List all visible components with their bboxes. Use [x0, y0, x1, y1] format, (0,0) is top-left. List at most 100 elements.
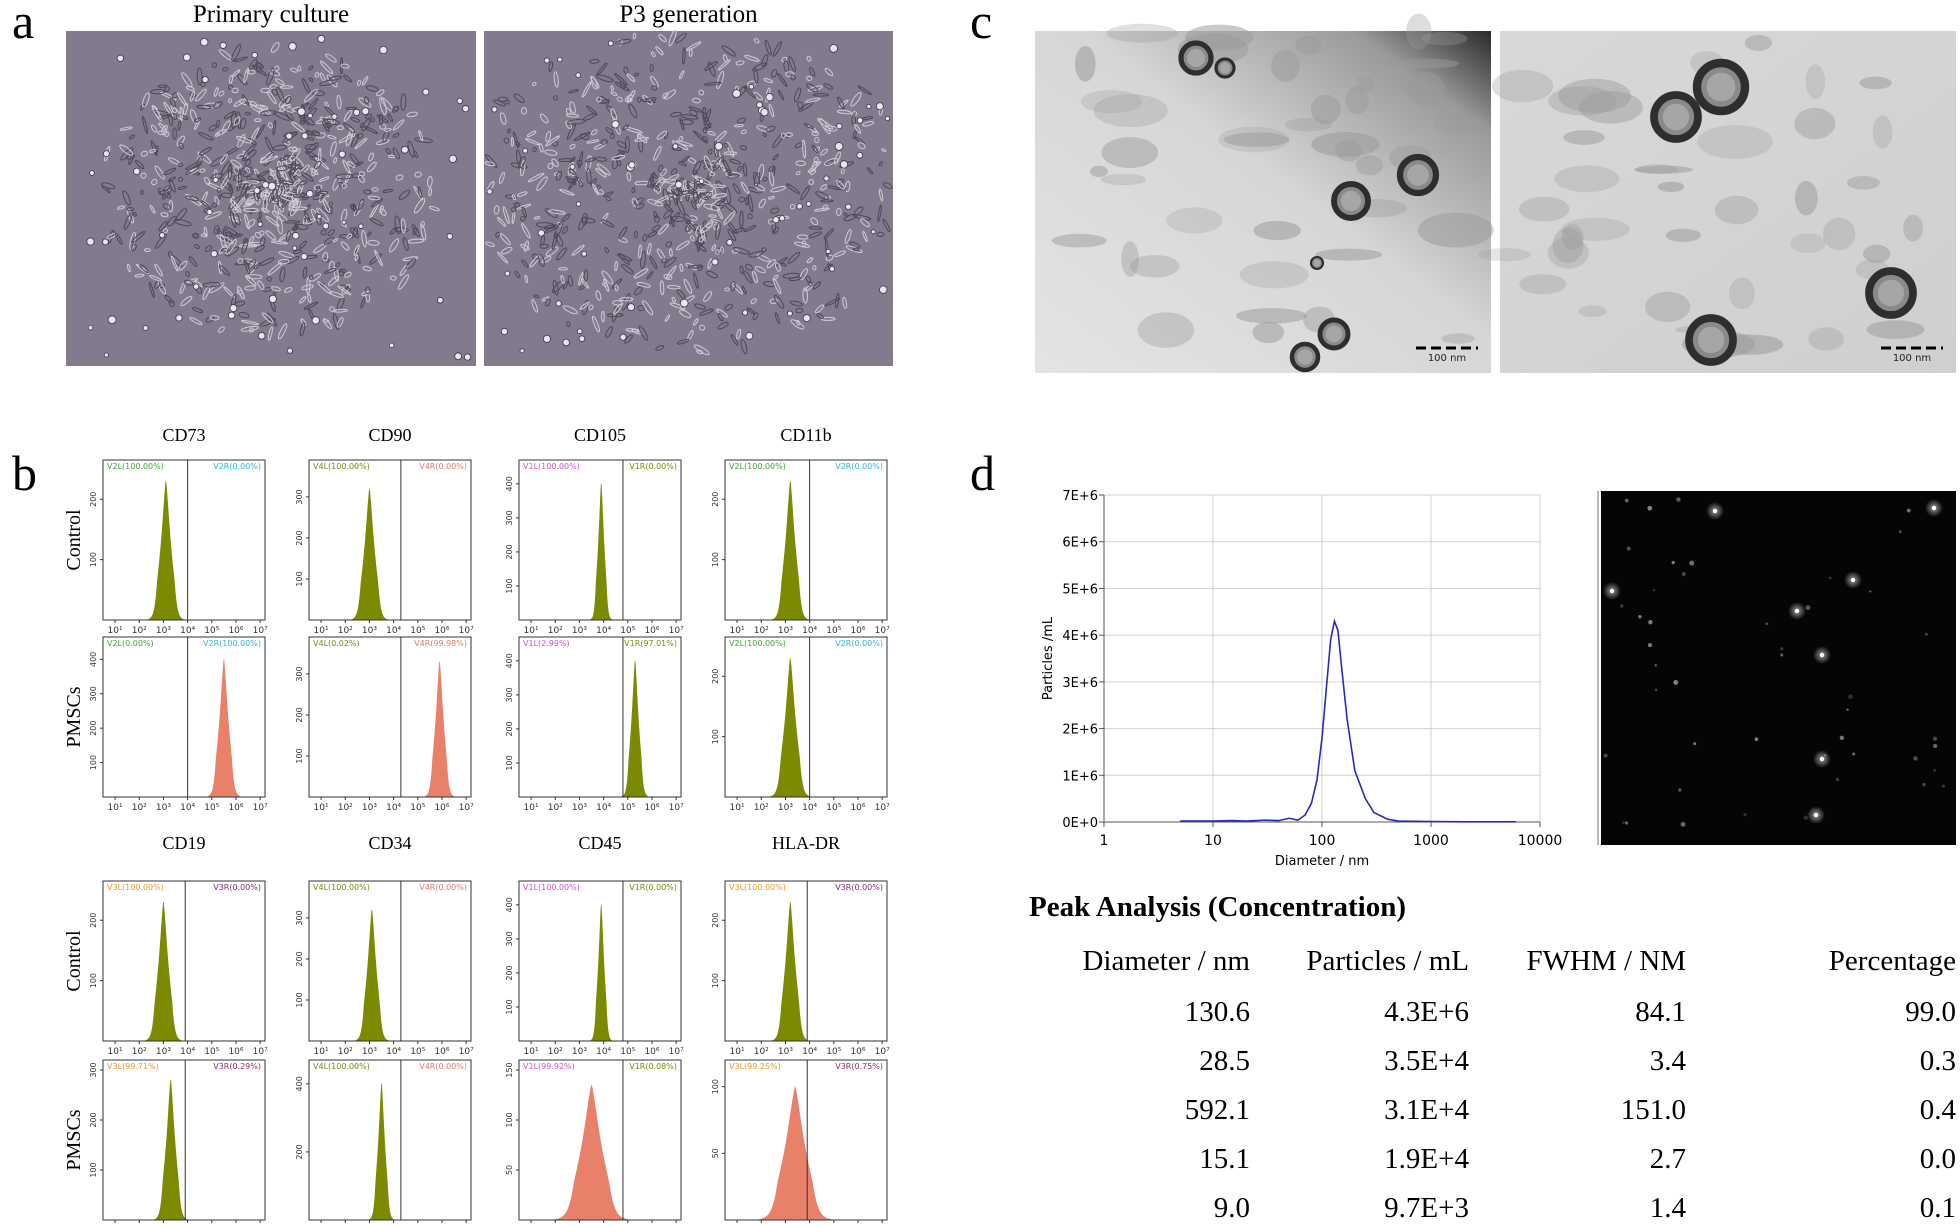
cell	[723, 142, 729, 148]
y-tick-label: 150	[505, 1062, 514, 1077]
cell	[789, 300, 804, 307]
micrograph	[484, 29, 893, 366]
cell	[727, 173, 740, 179]
column-title: CD19	[162, 833, 205, 853]
stain	[1558, 78, 1632, 114]
cell	[367, 195, 381, 201]
cell	[811, 131, 820, 137]
cell	[198, 147, 212, 156]
particle-faint	[1846, 708, 1849, 711]
cell	[247, 137, 257, 146]
cell	[837, 96, 845, 110]
cell	[626, 97, 633, 102]
particle-faint	[1852, 752, 1856, 756]
cell	[559, 189, 575, 196]
cell	[341, 284, 351, 295]
cell-round	[491, 106, 498, 113]
cell-round	[839, 160, 849, 169]
y-tick-label: 300	[505, 510, 514, 525]
cell	[297, 65, 302, 72]
cell	[375, 89, 385, 97]
cell	[739, 265, 744, 275]
y-tick-label: 2E+6	[1062, 723, 1098, 738]
cell	[501, 246, 513, 255]
size-curve	[1180, 618, 1516, 823]
cell	[812, 281, 821, 290]
gate-label: V2R(0.00%)	[835, 462, 883, 471]
cell-round	[456, 97, 463, 105]
cell	[264, 136, 274, 154]
cell	[276, 170, 281, 179]
cell	[768, 165, 776, 172]
cell	[335, 262, 341, 268]
cell	[521, 223, 531, 239]
particle-faint	[1624, 821, 1629, 825]
cell	[406, 111, 418, 118]
particle	[1813, 812, 1819, 818]
cell	[725, 171, 742, 178]
cell	[346, 233, 353, 239]
cell	[184, 195, 200, 202]
cell-round	[674, 180, 683, 189]
cell-round	[353, 108, 361, 116]
gate-label: V2L(100.00%)	[729, 639, 786, 648]
cell	[323, 267, 338, 274]
scale-bar-label: 100 nm	[1428, 353, 1466, 364]
cell	[819, 117, 831, 135]
cell	[230, 159, 242, 168]
cell	[344, 171, 352, 184]
particle	[1850, 577, 1856, 583]
cell	[148, 281, 155, 298]
cell	[324, 118, 340, 126]
cell	[636, 282, 651, 288]
cell	[261, 207, 270, 213]
stain	[1129, 254, 1180, 278]
cell	[414, 171, 422, 178]
cell	[273, 111, 291, 121]
x-tick-label: 10⁷	[459, 1047, 474, 1057]
cell	[641, 98, 656, 104]
cell	[590, 76, 598, 90]
cell	[698, 193, 709, 201]
x-tick-label: 10⁴	[386, 803, 401, 813]
cell	[878, 161, 883, 167]
y-tick-label: 100	[89, 755, 98, 770]
cell	[171, 107, 178, 114]
y-tick-label: 400	[505, 653, 514, 668]
cell	[551, 232, 558, 250]
particle-faint	[1924, 632, 1928, 636]
table-title: Peak Analysis (Concentration)	[1029, 891, 1406, 923]
cell	[636, 96, 642, 103]
cell	[761, 247, 767, 253]
cell	[768, 103, 775, 118]
cell	[363, 125, 379, 135]
cell	[218, 90, 225, 97]
particle-faint	[1626, 546, 1631, 551]
table-cell: 1.4	[1650, 1192, 1687, 1224]
cell-round	[462, 105, 470, 113]
cell	[679, 70, 685, 80]
stain	[1239, 261, 1309, 289]
cell	[312, 192, 326, 200]
stain	[1051, 233, 1107, 248]
cell	[370, 198, 384, 208]
cell	[289, 206, 308, 211]
cell	[269, 168, 279, 184]
cell	[213, 225, 220, 235]
plot-frame	[308, 459, 472, 621]
cell	[159, 112, 174, 120]
plot-frame	[518, 459, 682, 621]
cell	[568, 175, 578, 190]
cell	[642, 233, 648, 242]
gate-label: V2L(100.00%)	[729, 462, 786, 471]
cell	[379, 96, 387, 116]
cell	[220, 234, 226, 249]
y-tick-label: 200	[89, 1112, 98, 1127]
cell-round	[542, 334, 551, 343]
stain	[1074, 45, 1096, 82]
cell	[273, 204, 280, 216]
cell	[566, 123, 577, 140]
cell	[658, 164, 664, 173]
y-tick-label: 100	[89, 1162, 98, 1177]
